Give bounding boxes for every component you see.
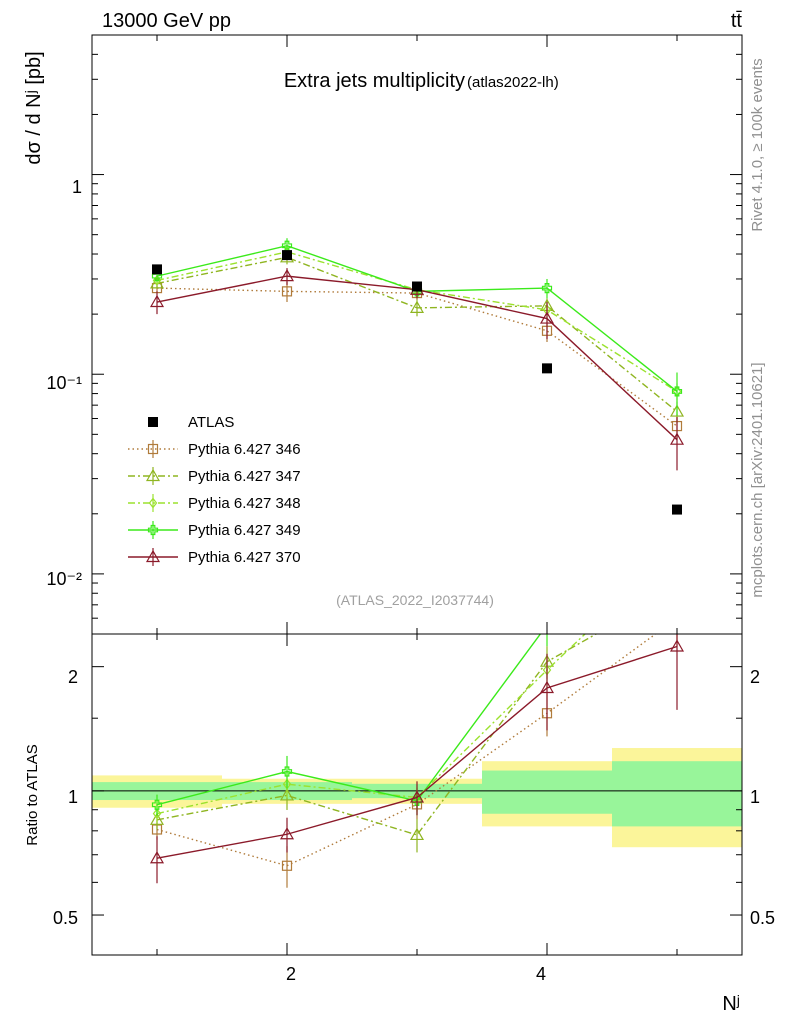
series-1-ratio-point	[673, 614, 682, 623]
process-label: tt̄	[731, 10, 743, 32]
legend: ATLAS Pythia 6.427 346 Pythia 6.427 347 …	[128, 414, 301, 566]
series-5-point	[279, 268, 295, 282]
legend-marker-4	[147, 524, 159, 536]
y-tick-label-1: 1	[72, 177, 82, 197]
atlas-data-point	[152, 264, 162, 275]
legend-marker-1	[147, 443, 159, 455]
series-5-point	[669, 432, 685, 445]
rivet-version-label: Rivet 4.1.0, ≥ 100k events	[749, 58, 766, 231]
series-3-ratio-point	[282, 778, 292, 790]
series-2-ratio-point	[279, 788, 295, 801]
series-2-point	[149, 276, 165, 289]
series-4-ratio-point	[281, 766, 293, 777]
ratio-band-stat	[612, 761, 742, 827]
energy-label: 13000 GeV pp	[102, 10, 231, 32]
y-tick-label-0.01: 10⁻²	[46, 569, 82, 589]
ratio-tick-left-0.5: 0.5	[53, 908, 78, 928]
series-1-ratio-point	[281, 860, 293, 871]
y-tick-label-0.1: 10⁻¹	[46, 373, 82, 393]
ratio-tick-left-1: 1	[68, 787, 78, 807]
x-tick-label-4: 4	[536, 964, 546, 984]
atlas-data-point	[672, 504, 682, 515]
x-axis-title: Nʲ	[722, 993, 740, 1015]
legend-label-atlas: ATLAS	[188, 414, 234, 431]
legend-marker-5	[145, 549, 161, 563]
legend-marker-2	[145, 468, 161, 482]
mcplots-source-label: mcplots.cern.ch [arXiv:2401.10621]	[749, 362, 766, 597]
chart-title-tag: (atlas2022-lh)	[467, 74, 559, 91]
series-1-ratio-line	[156, 634, 657, 867]
main-plot-series	[149, 238, 685, 515]
series-5-point	[539, 311, 555, 324]
series-2-line	[156, 256, 678, 413]
ratio-plot-frame	[91, 633, 743, 956]
legend-label-348: Pythia 6.427 348	[188, 495, 301, 512]
legend-marker-atlas	[148, 417, 158, 427]
series-1-point	[281, 286, 293, 297]
legend-label-349: Pythia 6.427 349	[188, 522, 301, 539]
series-2-point	[669, 404, 685, 417]
chart-title: Extra jets multiplicity	[284, 70, 465, 92]
atlas-data-point	[542, 363, 552, 374]
analysis-id: (ATLAS_2022_I2037744)	[336, 592, 494, 608]
legend-label-370: Pythia 6.427 370	[188, 549, 301, 566]
series-4-point	[541, 282, 553, 294]
series-3-ratio-point	[152, 808, 162, 820]
ratio-tick-right-1: 1	[750, 787, 760, 807]
series-5-ratio-point	[149, 851, 165, 864]
series-2-point	[409, 300, 425, 313]
legend-label-347: Pythia 6.427 347	[188, 468, 301, 485]
series-2-ratio-point	[409, 827, 425, 841]
ratio-band-stat	[482, 770, 612, 814]
ratio-tick-right-2: 2	[750, 667, 760, 687]
ratio-tick-left-2: 2	[68, 667, 78, 687]
main-plot-frame	[91, 34, 743, 635]
series-2-ratio-point	[149, 812, 165, 825]
y-axis-title-main: dσ / d Nʲ [pb]	[23, 51, 45, 164]
series-5-point	[149, 294, 165, 308]
series-5-ratio-point	[539, 680, 555, 694]
legend-marker-3	[148, 497, 158, 509]
legend-label-346: Pythia 6.427 346	[188, 441, 301, 458]
series-4-point	[671, 386, 683, 397]
series-5-ratio-point	[279, 827, 295, 840]
series-3-line	[156, 251, 678, 393]
ratio-plot-series	[149, 542, 685, 888]
series-3-ratio-point	[674, 542, 681, 551]
series-2-ratio-point	[671, 582, 683, 593]
y-axis-title-ratio: Ratio to ATLAS	[24, 744, 41, 845]
ratio-tick-right-0.5: 0.5	[750, 908, 775, 928]
atlas-data-point	[412, 281, 422, 292]
series-4-ratio-point	[151, 799, 163, 810]
series-5-ratio-point	[409, 790, 425, 803]
series-1-line	[156, 287, 678, 427]
series-5-ratio-point	[669, 639, 685, 652]
x-tick-label-2: 2	[286, 964, 296, 984]
atlas-data-point	[282, 250, 292, 261]
series-4-ratio-point	[673, 542, 682, 551]
